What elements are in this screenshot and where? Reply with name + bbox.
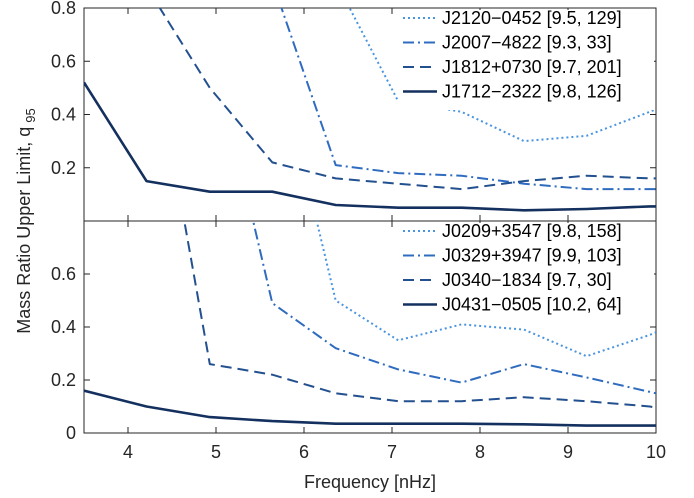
legend-box [398, 223, 654, 323]
y-tick-label: 0.2 [51, 370, 76, 390]
top-panel: 0.2 0.4 0.6 0.8 J2120−0452 [9.5, 129] J2007−4… [51, 0, 657, 222]
y-tick-label: 0 [66, 423, 76, 443]
y-axis-label: Mass Ratio Upper Limit, q 95 [14, 108, 38, 334]
legend-label: J1812+0730 [9.7, 201] [442, 57, 622, 77]
series-line [280, 8, 656, 191]
x-tick-label: 5 [211, 442, 221, 462]
y-tick-label: 0.8 [51, 0, 76, 18]
bottom-panel: 0 0.2 0.4 0.6 J0209+3547 [9.8, 158] J0329+394… [51, 220, 657, 443]
y-tick-label: 0.4 [51, 317, 76, 337]
y-axis-label-subscript: 95 [23, 108, 38, 122]
y-tick-label: 0.6 [51, 51, 76, 71]
series-line [84, 81, 656, 212]
x-tick-label: 10 [646, 442, 666, 462]
series-group [84, 221, 656, 427]
y-tick-label: 0.2 [51, 158, 76, 178]
x-tick-label: 6 [299, 442, 309, 462]
series-line [315, 221, 656, 358]
x-tick-label: 9 [563, 442, 573, 462]
y-tick-label: 0.6 [51, 264, 76, 284]
legend-label: J0329+3947 [9.9, 103] [442, 246, 622, 266]
x-tick-label: 4 [123, 442, 133, 462]
x-tick-label: 7 [387, 442, 397, 462]
legend-label: J1712−2322 [9.8, 126] [442, 82, 622, 102]
series-line [183, 221, 656, 409]
x-tick-label: 8 [475, 442, 485, 462]
series-group [84, 8, 656, 212]
legend-label: J2007−4822 [9.3, 33] [442, 33, 612, 53]
x-axis-label: Frequency [nHz] [304, 472, 436, 492]
series-line [252, 221, 656, 395]
legend: J0209+3547 [9.8, 158] J0329+3947 [9.9, 10… [398, 221, 654, 323]
legend-box [398, 10, 654, 110]
legend-label: J0431−0505 [10.2, 64] [442, 295, 622, 315]
legend-label: J0340−1834 [9.7, 30] [442, 270, 612, 290]
series-line [158, 8, 656, 191]
legend: J2120−0452 [9.5, 129] J2007−4822 [9.3, 33… [398, 8, 654, 110]
y-tick-label: 0.4 [51, 105, 76, 125]
series-line [84, 389, 656, 427]
y-axis-label-main: Mass Ratio Upper Limit, q [14, 127, 34, 334]
legend-label: J2120−0452 [9.5, 129] [442, 8, 622, 28]
x-axis: 4 5 6 7 8 9 10 [123, 442, 666, 462]
legend-label: J0209+3547 [9.8, 158] [442, 221, 622, 241]
